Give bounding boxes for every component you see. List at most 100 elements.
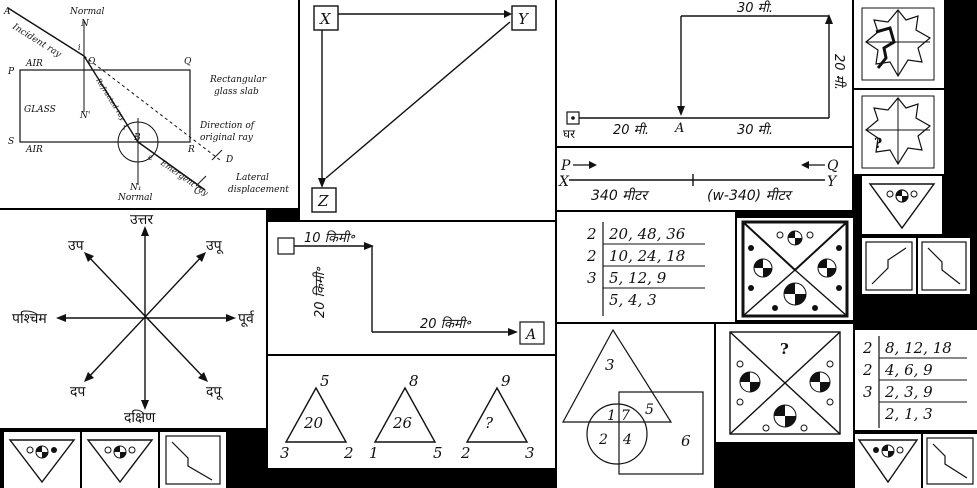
division-values: 8, 12, 18	[885, 339, 952, 357]
emergent-ray-label: Emergent ray	[158, 158, 210, 198]
triangle-right-value: 3	[525, 444, 535, 462]
walk-bottom-label: 20 किमी॰	[420, 316, 472, 332]
direction-label-2: original ray	[200, 133, 254, 143]
walk-path-panel: 10 किमी॰ 20 किमी॰ 20 किमी॰ A	[268, 222, 555, 354]
venn-overlap-value: 7	[621, 408, 630, 424]
slab-label-1: Rectangular	[209, 75, 267, 85]
inverted-triangle-icon	[868, 183, 936, 230]
refraction-diagram: Normal N A Incident ray O i P Q AIR Rect…	[3, 7, 289, 203]
division-values: 5, 12, 9	[609, 269, 667, 287]
division-values: 5, 4, 3	[609, 291, 657, 309]
question-square-puzzle-panel: ?	[716, 324, 853, 442]
n-label: N	[80, 19, 90, 29]
a-label: A	[3, 7, 11, 17]
left-bottom-distance-label: 20 मी.	[613, 122, 649, 138]
air-bottom-label: AIR	[25, 145, 43, 155]
triangle-left-value: 2	[460, 444, 471, 462]
mirror-figure-top	[861, 7, 935, 81]
z-label: Z	[317, 192, 329, 210]
triangle-icon-panel-4	[855, 434, 921, 488]
division-values: 20, 48, 36	[608, 225, 686, 243]
lateral-label-1: Lateral	[235, 173, 269, 183]
home-label: घर	[563, 127, 576, 141]
y-label: Y	[827, 174, 838, 190]
o-label: O	[88, 57, 96, 67]
top-distance-label: 30 मी.	[737, 0, 773, 16]
number-triangles-panel: 5 20 3 2 8 26 1 5 9? 2 3	[268, 356, 555, 468]
circle-square-puzzle-panel	[737, 218, 853, 320]
triangle-icon-panel-3	[82, 432, 158, 488]
optics-panel: Normal N A Incident ray O i P Q AIR Rect…	[0, 0, 298, 208]
step-shape-icon-2	[921, 241, 967, 291]
step-shape-icon-4	[926, 437, 974, 485]
home-path-panel: 30 मी. 20 मी. घर 20 मी. A 30 मी.	[557, 0, 852, 146]
division-table-2: 2 8, 12, 18 2 4, 6, 9 3 2, 3, 9 2, 1, 3	[862, 336, 967, 428]
mirror-figure-mid: ?	[861, 95, 935, 169]
step-icon-panel-1	[862, 238, 916, 294]
division-table-1-panel: 2 20, 48, 36 2 10, 24, 18 3 5, 12, 9 5, 4, 3	[557, 212, 735, 322]
division-table-2-panel: 2 8, 12, 18 2 4, 6, 9 3 2, 3, 9 2, 1, 3	[855, 330, 977, 430]
glass-label: GLASS	[24, 105, 56, 115]
left-distance-label: 340 मीटर	[591, 187, 650, 204]
r-corner-label: R	[187, 145, 195, 155]
step-shape-icon-3	[165, 435, 221, 485]
refracted-ray-label: Refracted ray	[94, 76, 128, 123]
triangle-center-value: ?	[485, 414, 494, 432]
venn-triangle-square-value: 5	[645, 402, 654, 418]
walk-side-label: 20 किमी॰	[312, 266, 328, 318]
triangle-right-value: 2	[343, 444, 354, 462]
xyz-triangle-diagram: X Y Z	[311, 5, 537, 213]
direction-label-1: Direction of	[199, 121, 256, 131]
number-triangle	[284, 386, 348, 443]
triangle-top-value: 9	[501, 372, 511, 390]
division-rows-2: 2 8, 12, 18 2 4, 6, 9 3 2, 3, 9 2, 1, 3	[862, 339, 952, 423]
step-icon-panel-4	[923, 434, 977, 488]
division-divisor: 2	[862, 361, 873, 379]
east-label: पूर्व	[238, 310, 255, 327]
division-divisor: 2	[586, 247, 597, 265]
n1-label: N₁	[129, 183, 141, 193]
triangle-icon-panel-2	[4, 432, 80, 488]
venn-circle-triangle-value: 1	[607, 408, 616, 424]
triangle-top-value: 8	[409, 372, 419, 390]
southwest-label: दप	[70, 384, 86, 400]
s-label: S	[8, 137, 14, 147]
pq-line-panel: P Q X Y 340 मीटर (w-340) मीटर	[557, 148, 852, 210]
venn-panel: 3 1 7 5 2 4 6	[557, 324, 714, 488]
p-label: P	[560, 158, 571, 174]
p-label: P	[7, 67, 15, 77]
destination-a-label: A	[524, 327, 536, 343]
division-table-1: 2 20, 48, 36 2 10, 24, 18 3 5, 12, 9 5, 4, 3	[586, 222, 705, 316]
northeast-label: उपू	[206, 238, 224, 254]
pq-line-diagram: P Q X Y 340 मीटर (w-340) मीटर	[558, 158, 839, 204]
venn-circle-square-value: 4	[622, 432, 632, 448]
number-triangle	[465, 386, 529, 443]
venn-diagram: 3 1 7 5 2 4 6	[561, 328, 704, 475]
right-distance-label: 20 मी.	[831, 54, 847, 90]
division-divisor: 3	[587, 269, 597, 287]
triangle-icon-panel-1	[862, 176, 942, 234]
division-values: 2, 1, 3	[884, 405, 933, 423]
c-label: C	[194, 187, 201, 197]
x-label: X	[319, 10, 332, 28]
triangle-left-value: 3	[280, 444, 290, 462]
walk-path-diagram: 10 किमी॰ 20 किमी॰ 20 किमी॰ A	[277, 230, 545, 345]
i-label: i	[78, 43, 81, 52]
triangle-left-value: 1	[369, 444, 379, 462]
mirror-figure-top-panel	[854, 0, 944, 88]
triangle-center-value: 20	[303, 414, 324, 432]
e-label: e	[148, 153, 153, 162]
triangle-group: 5 20 3 2 8 26 1 5 9? 2 3	[280, 372, 535, 462]
question-square-puzzle: ?	[729, 331, 841, 435]
air-top-label: AIR	[25, 59, 43, 69]
triangle-top-value: 5	[320, 372, 330, 390]
right-bottom-distance-label: 30 मी.	[737, 122, 773, 138]
northwest-label: उप	[68, 238, 85, 254]
slab-label-2: glass slab	[214, 87, 259, 97]
inverted-triangle-icon-2	[8, 439, 76, 484]
southeast-label: दपू	[206, 384, 223, 400]
division-divisor: 2	[586, 225, 597, 243]
step-shape-icon-1	[865, 241, 913, 291]
point-a-label: A	[674, 121, 684, 136]
xyz-panel: X Y Z	[300, 0, 555, 220]
